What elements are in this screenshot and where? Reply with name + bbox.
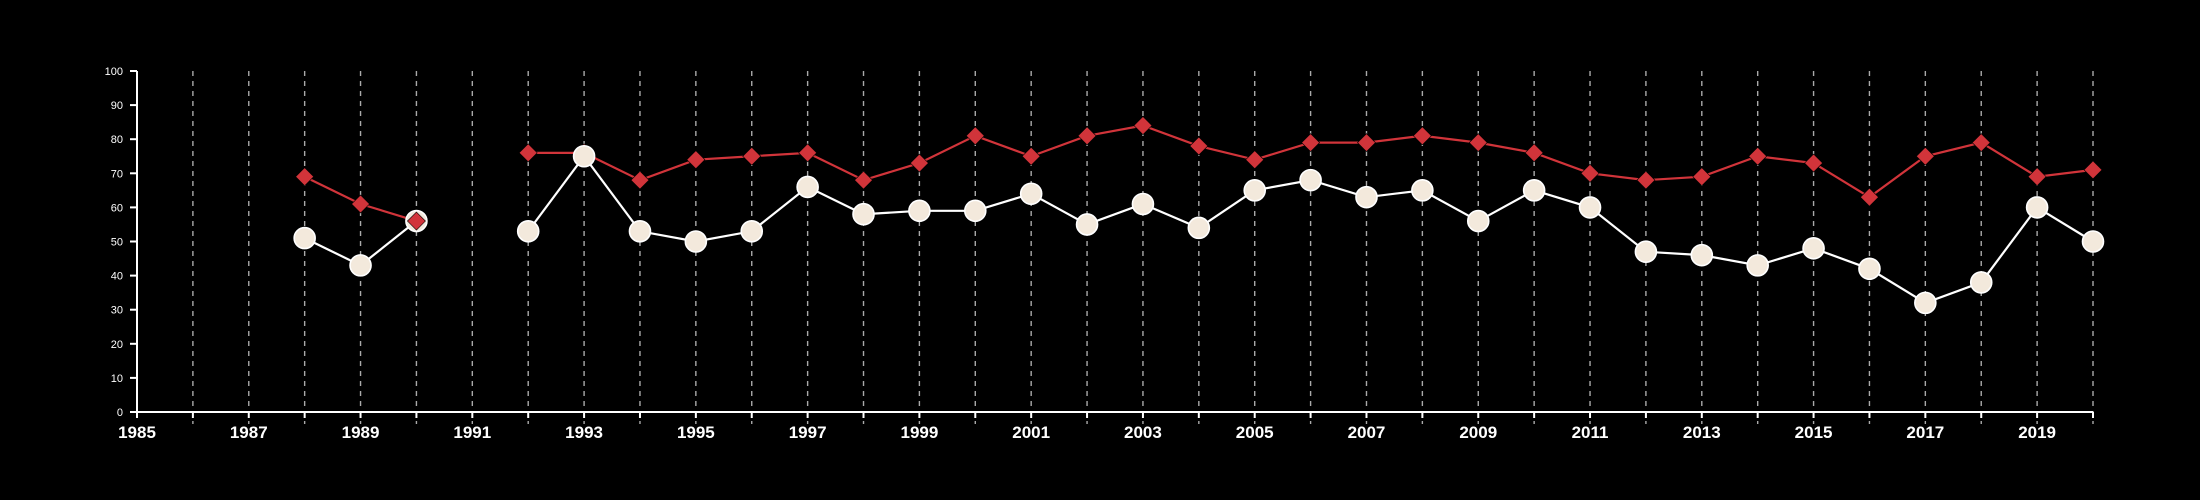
x-tick-label-2015: 2015	[1795, 423, 1833, 442]
x-tick-label-1987: 1987	[230, 423, 268, 442]
cream-marker-1989	[349, 254, 372, 277]
grid-lines	[192, 71, 2094, 424]
x-tick-label-2011: 2011	[1572, 423, 1609, 442]
cream-marker-2004	[1187, 216, 1211, 240]
y-tick-label-30: 30	[111, 305, 123, 317]
red-series	[295, 116, 2103, 231]
cream-marker-1996	[740, 219, 764, 243]
y-tick-label-50: 50	[111, 237, 123, 249]
red-marker-2015	[1804, 153, 1823, 173]
cream-marker-2012	[1634, 240, 1658, 264]
y-tick-label-40: 40	[111, 271, 123, 283]
cream-marker-2005	[1243, 179, 1267, 202]
cream-marker-1999	[908, 199, 931, 223]
cream-marker-2019	[2025, 196, 2049, 219]
y-tick-label-100: 100	[105, 66, 123, 78]
x-tick-label-1995: 1995	[677, 423, 715, 442]
cream-marker-2016	[1858, 257, 1881, 281]
cream-marker-2013	[1690, 243, 1714, 267]
x-tick-label-1993: 1993	[565, 423, 603, 442]
red-marker-1988	[295, 167, 315, 187]
red-marker-overlay-1990	[407, 211, 426, 231]
cream-marker-2007	[1355, 185, 1378, 209]
x-tick-label-1991: 1991	[453, 423, 491, 442]
cream-marker-2014	[1746, 254, 1769, 277]
red-marker-2012	[1636, 170, 1656, 190]
cream-marker-1994	[628, 219, 652, 243]
red-marker-1992	[518, 143, 538, 163]
cream-marker-2015	[1802, 237, 1825, 260]
cream-series	[293, 144, 2105, 315]
cream-marker-2017	[1914, 291, 1937, 315]
x-tick-label-2009: 2009	[1459, 423, 1497, 442]
cream-marker-1992	[516, 219, 540, 243]
cream-marker-2010	[1522, 179, 1546, 202]
red-marker-2005	[1245, 150, 1265, 170]
red-marker-1995	[686, 150, 706, 170]
red-marker-2001	[1021, 146, 1041, 166]
red-marker-2008	[1412, 126, 1432, 146]
red-marker-2019	[2027, 167, 2047, 187]
series-layer	[293, 116, 2105, 315]
red-marker-2003	[1133, 116, 1153, 135]
y-tick-label-10: 10	[111, 373, 123, 385]
red-marker-2006	[1301, 133, 1321, 153]
y-tick-label-0: 0	[117, 407, 123, 419]
x-tick-label-2007: 2007	[1348, 423, 1386, 442]
y-tick-label-70: 70	[111, 168, 123, 180]
cream-marker-1995	[684, 230, 708, 253]
red-marker-1994	[630, 170, 650, 190]
x-tick-label-2003: 2003	[1124, 423, 1162, 442]
red-marker-2020	[2083, 160, 2103, 180]
y-tick-label-60: 60	[111, 202, 123, 214]
cream-marker-1993	[572, 144, 596, 168]
red-marker-2007	[1357, 133, 1376, 153]
red-marker-2014	[1748, 146, 1768, 166]
red-marker-2010	[1524, 143, 1544, 163]
x-tick-label-1989: 1989	[342, 423, 380, 442]
red-marker-2009	[1468, 133, 1488, 153]
cream-marker-2020	[2081, 230, 2105, 253]
y-tick-label-20: 20	[111, 339, 123, 351]
red-marker-2000	[965, 126, 985, 146]
red-marker-2004	[1189, 136, 1209, 156]
cream-marker-2003	[1131, 192, 1155, 216]
axes: 0 10 20 30 40 50 60 70 80 90 100 1985 1987 1989 1991 19…	[105, 66, 2094, 442]
red-marker-1998	[854, 170, 873, 190]
x-tick-label-1985: 1985	[118, 423, 156, 442]
x-tick-label-2017: 2017	[1906, 423, 1944, 442]
x-tick-label-1997: 1997	[789, 423, 827, 442]
cream-marker-2008	[1411, 179, 1434, 202]
red-marker-2018	[1971, 133, 1991, 153]
cream-marker-2011	[1578, 196, 1602, 219]
red-marker-2017	[1915, 146, 1935, 166]
x-tick-label-1999: 1999	[900, 423, 938, 442]
cream-marker-2000	[963, 199, 987, 223]
red-marker-2011	[1580, 163, 1600, 183]
cream-marker-1988	[293, 226, 316, 250]
x-tick-label-2019: 2019	[2018, 423, 2056, 442]
cream-marker-2009	[1466, 209, 1490, 233]
x-tick-label-2013: 2013	[1683, 423, 1721, 442]
red-marker-1996	[742, 146, 762, 166]
red-marker-2002	[1077, 126, 1097, 146]
cream-marker-2002	[1075, 213, 1099, 236]
red-marker-1989	[351, 194, 370, 214]
red-marker-1999	[909, 153, 929, 173]
x-tick-label-2005: 2005	[1236, 423, 1274, 442]
y-tick-label-90: 90	[111, 100, 123, 112]
cream-marker-2018	[1969, 271, 1993, 294]
cream-marker-2006	[1299, 168, 1322, 192]
red-marker-2016	[1860, 187, 1879, 207]
red-marker-2013	[1692, 167, 1712, 187]
cream-marker-1997	[796, 175, 819, 199]
x-tick-label-2001: 2001	[1012, 423, 1050, 442]
cream-marker-1998	[852, 202, 875, 226]
cream-marker-2001	[1019, 182, 1043, 206]
y-tick-label-80: 80	[111, 134, 123, 146]
red-marker-1997	[798, 143, 818, 163]
